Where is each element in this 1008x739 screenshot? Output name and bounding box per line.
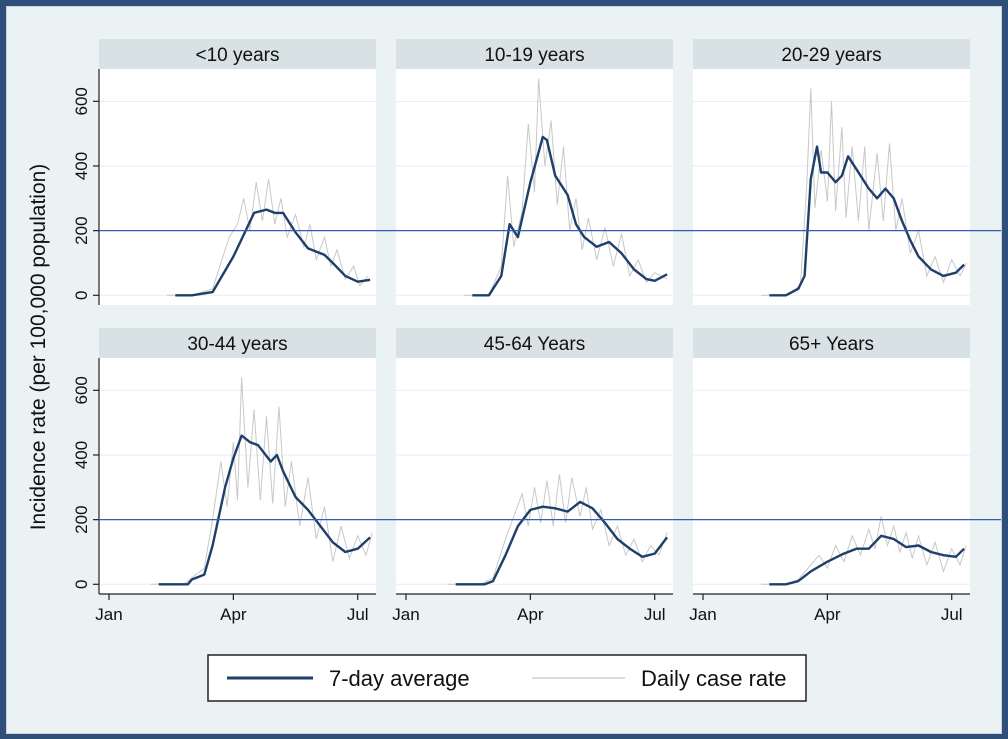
y-tick-label: 200 bbox=[72, 505, 91, 533]
series-daily-case-rate-10-years bbox=[167, 178, 369, 296]
panel-header bbox=[396, 39, 673, 69]
y-tick-label: 0 bbox=[72, 580, 91, 589]
panel-title-10-years: <10 years bbox=[196, 45, 280, 66]
x-tick-label: Apr bbox=[220, 605, 247, 624]
panel-header bbox=[99, 39, 376, 69]
x-tick-label: Jan bbox=[689, 605, 716, 624]
panel-plot-area bbox=[396, 358, 673, 594]
legend: 7-day average Daily case rate bbox=[207, 654, 807, 702]
series-7-day-average-20-29-years bbox=[769, 145, 965, 297]
series-daily-case-rate-10-19-years bbox=[464, 78, 668, 296]
x-tick-label: Apr bbox=[814, 605, 841, 624]
legend-label-daily-case-rate: Daily case rate bbox=[641, 666, 787, 691]
y-axis-label: Incidence rate (per 100,000 population) bbox=[27, 164, 50, 531]
series-daily-case-rate-45-64-years bbox=[447, 474, 668, 585]
series-7-day-average-10-19-years bbox=[472, 135, 668, 297]
x-tick-label: Jul bbox=[644, 605, 666, 624]
panel-title-20-29-years: 20-29 years bbox=[781, 45, 881, 66]
y-tick-label: 600 bbox=[72, 376, 91, 404]
series-7-day-average-65-years bbox=[769, 534, 965, 586]
panel-title-45-64-years: 45-64 Years bbox=[484, 334, 585, 355]
series-7-day-average-10-years bbox=[175, 208, 371, 297]
series-daily-case-rate-65-years bbox=[761, 516, 967, 585]
panel-title-30-44-years: 30-44 years bbox=[187, 334, 287, 355]
y-tick-label: 400 bbox=[72, 441, 91, 469]
y-tick-label: 600 bbox=[72, 87, 91, 115]
chart-canvas: <10 years 0 200 400 600 10-19 years 20-29 year… bbox=[27, 39, 1001, 702]
x-tick-label: Jul bbox=[347, 605, 369, 624]
x-tick-label: Jan bbox=[95, 605, 122, 624]
panel-header bbox=[396, 328, 673, 358]
x-tick-label: Jul bbox=[941, 605, 963, 624]
panel-header bbox=[693, 39, 970, 69]
panel-title-65-years: 65+ Years bbox=[789, 334, 874, 355]
x-tick-label: Jan bbox=[392, 605, 419, 624]
y-tick-label: 200 bbox=[72, 216, 91, 244]
panel-plot-area bbox=[99, 69, 376, 305]
panel-title-10-19-years: 10-19 years bbox=[484, 45, 584, 66]
chart-frame: <10 years 0 200 400 600 10-19 years 20-29 year… bbox=[6, 6, 1002, 734]
panel-header bbox=[693, 328, 970, 358]
series-7-day-average-30-44-years bbox=[158, 434, 371, 586]
y-tick-label: 400 bbox=[72, 152, 91, 180]
y-tick-label: 0 bbox=[72, 291, 91, 300]
panel-plot-area bbox=[99, 358, 376, 594]
legend-label-7-day-average: 7-day average bbox=[329, 666, 470, 691]
panel-header bbox=[99, 328, 376, 358]
x-tick-label: Apr bbox=[517, 605, 544, 624]
series-7-day-average-45-64-years bbox=[455, 500, 669, 586]
